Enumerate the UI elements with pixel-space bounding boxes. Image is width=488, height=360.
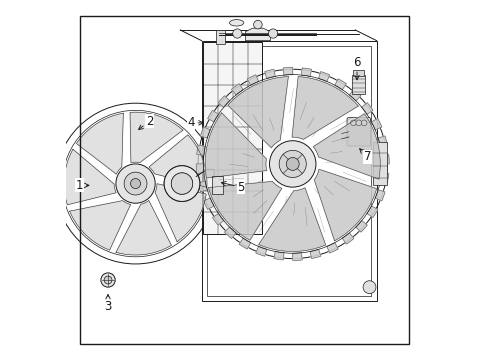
Circle shape (285, 157, 299, 170)
Circle shape (171, 173, 192, 194)
Polygon shape (334, 79, 346, 90)
Circle shape (269, 141, 315, 187)
Bar (353, 70, 364, 76)
Polygon shape (313, 114, 380, 179)
Polygon shape (196, 145, 204, 155)
Polygon shape (208, 181, 281, 240)
Polygon shape (380, 173, 388, 183)
Bar (203, 42, 262, 234)
Ellipse shape (229, 19, 244, 26)
Polygon shape (355, 221, 366, 232)
Polygon shape (377, 136, 386, 147)
Polygon shape (76, 113, 123, 174)
Polygon shape (371, 118, 381, 130)
Polygon shape (366, 206, 377, 217)
Circle shape (101, 273, 115, 287)
Polygon shape (130, 112, 183, 163)
Text: 4: 4 (187, 116, 203, 129)
Circle shape (164, 166, 200, 202)
Text: 3: 3 (104, 294, 111, 313)
Circle shape (361, 120, 366, 126)
Polygon shape (374, 190, 384, 201)
Circle shape (171, 173, 192, 194)
Bar (372, 143, 386, 185)
Circle shape (355, 120, 361, 126)
Polygon shape (314, 169, 376, 241)
Polygon shape (245, 28, 270, 41)
Polygon shape (212, 213, 223, 225)
Polygon shape (255, 247, 266, 256)
Circle shape (268, 29, 277, 38)
Polygon shape (318, 72, 329, 81)
Text: 7: 7 (359, 149, 371, 163)
Polygon shape (155, 184, 206, 242)
Polygon shape (361, 103, 372, 114)
Polygon shape (69, 201, 130, 250)
Text: 2: 2 (138, 114, 153, 130)
Circle shape (253, 20, 262, 29)
Polygon shape (116, 201, 171, 255)
Polygon shape (292, 253, 302, 260)
Polygon shape (227, 77, 288, 148)
Bar (206, 46, 370, 296)
Text: 6: 6 (352, 55, 360, 80)
Polygon shape (207, 111, 218, 122)
Polygon shape (309, 249, 320, 258)
Polygon shape (205, 113, 266, 178)
Polygon shape (200, 127, 210, 138)
Circle shape (350, 120, 356, 126)
Polygon shape (273, 252, 284, 260)
Bar (201, 41, 376, 301)
Polygon shape (342, 233, 353, 244)
Polygon shape (149, 135, 206, 187)
Circle shape (363, 281, 375, 294)
Polygon shape (64, 149, 116, 205)
Polygon shape (224, 227, 236, 238)
Text: 1: 1 (76, 179, 89, 192)
Text: 5: 5 (221, 181, 244, 194)
Polygon shape (218, 96, 229, 107)
Circle shape (164, 166, 200, 202)
Polygon shape (348, 89, 360, 101)
Circle shape (130, 179, 140, 189)
Circle shape (116, 164, 155, 203)
Polygon shape (196, 164, 203, 174)
Bar (212, 176, 223, 194)
FancyBboxPatch shape (346, 117, 370, 146)
Polygon shape (247, 75, 258, 85)
Bar (352, 75, 365, 94)
Polygon shape (231, 84, 243, 95)
Polygon shape (198, 181, 207, 192)
Circle shape (104, 276, 112, 284)
Polygon shape (291, 77, 358, 139)
Polygon shape (203, 198, 214, 210)
Polygon shape (381, 154, 388, 164)
Polygon shape (301, 68, 311, 76)
Circle shape (279, 150, 305, 177)
Polygon shape (239, 238, 250, 249)
Bar (216, 30, 224, 44)
Circle shape (232, 29, 242, 38)
Polygon shape (258, 188, 325, 251)
Polygon shape (264, 69, 275, 78)
Circle shape (124, 172, 147, 195)
Polygon shape (326, 243, 338, 253)
Polygon shape (283, 67, 292, 75)
Bar (168, 172, 195, 195)
